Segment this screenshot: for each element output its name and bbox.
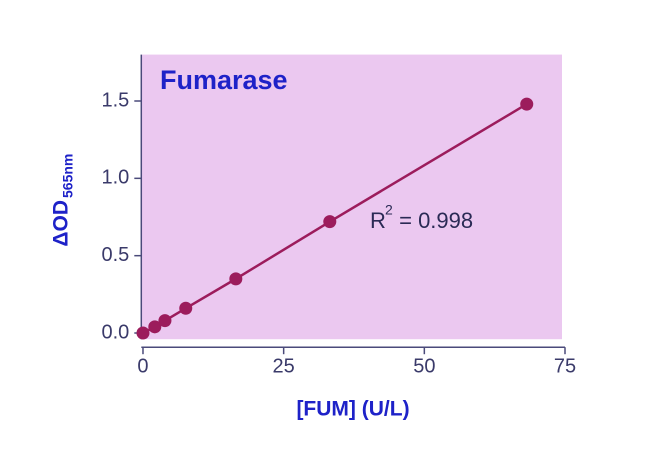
data-point: [229, 272, 243, 286]
x-axis-label: [FUM] (U/L): [296, 398, 409, 421]
y-tick-label: 0.0: [101, 321, 129, 343]
x-tick-label: 75: [554, 355, 576, 377]
y-tick-label: 0.5: [101, 244, 129, 266]
annotation-rest: = 0.998: [393, 208, 473, 233]
data-point: [179, 301, 193, 315]
annotation-text: R: [370, 208, 386, 233]
x-tick-label: 0: [137, 355, 148, 377]
data-point: [136, 326, 150, 340]
data-point: [520, 97, 534, 111]
y-tick-label: 1.0: [101, 167, 129, 189]
data-point: [323, 215, 337, 229]
data-point: [148, 320, 162, 334]
y-tick-label: 1.5: [101, 89, 129, 111]
annotation: R 2 = 0.998: [370, 202, 473, 233]
x-tick-label: 25: [273, 355, 295, 377]
x-tick-label: 50: [413, 355, 435, 377]
y-axis-label-group: ΔOD 565nm: [50, 154, 76, 247]
y-axis-label-sub: 565nm: [60, 154, 76, 198]
chart-title: Fumarase: [160, 65, 288, 95]
data-point: [158, 314, 172, 328]
annotation-sup: 2: [385, 202, 393, 218]
y-axis-label: ΔOD: [50, 200, 73, 247]
